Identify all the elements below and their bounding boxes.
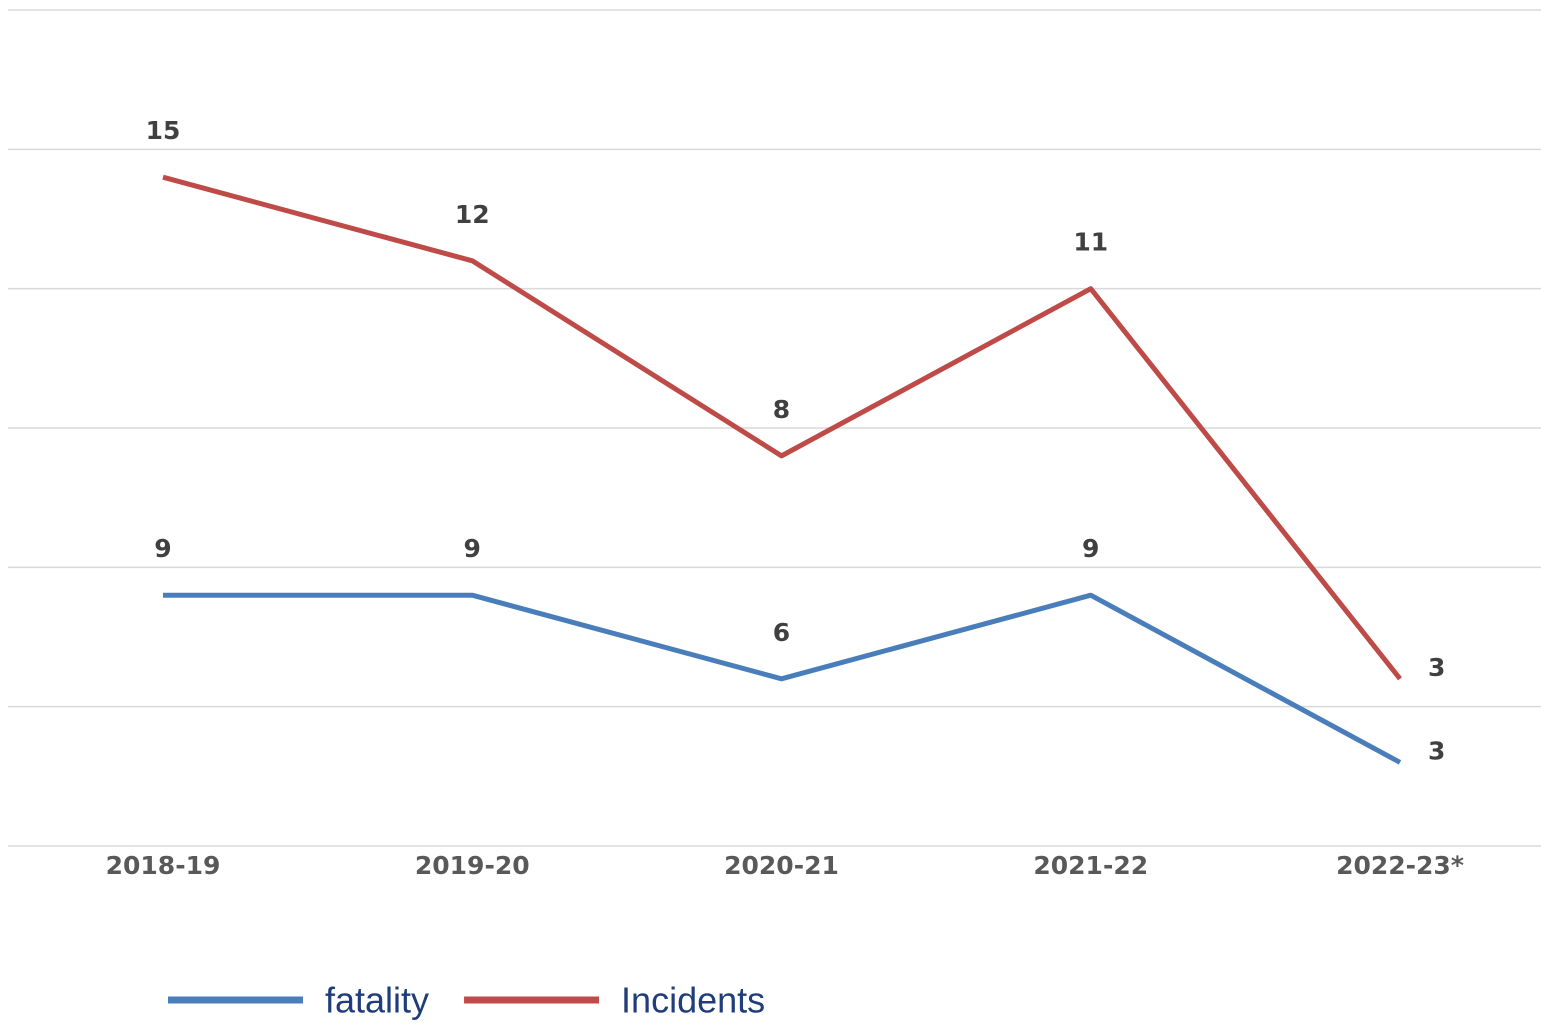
series-line	[163, 592, 1402, 765]
data-label: 12	[455, 200, 490, 229]
x-tick-label: 2021-22	[1033, 851, 1148, 880]
legend-label: Incidents	[621, 980, 765, 1021]
x-tick-label: 2020-21	[724, 851, 839, 880]
data-label: 15	[146, 116, 181, 145]
data-label: 6	[773, 618, 790, 647]
x-tick-label: 2018-19	[106, 851, 221, 880]
data-label: 3	[1428, 653, 1445, 682]
data-label: 9	[464, 534, 481, 563]
data-label: 11	[1073, 228, 1108, 257]
legend-label: fatality	[325, 980, 429, 1021]
series-line	[162, 174, 1402, 681]
data-label: 9	[154, 534, 171, 563]
data-label: 9	[1082, 534, 1099, 563]
x-tick-label: 2022-23*	[1336, 851, 1464, 880]
data-label: 3	[1428, 736, 1445, 765]
x-tick-label: 2019-20	[415, 851, 530, 880]
data-label: 8	[773, 395, 790, 424]
